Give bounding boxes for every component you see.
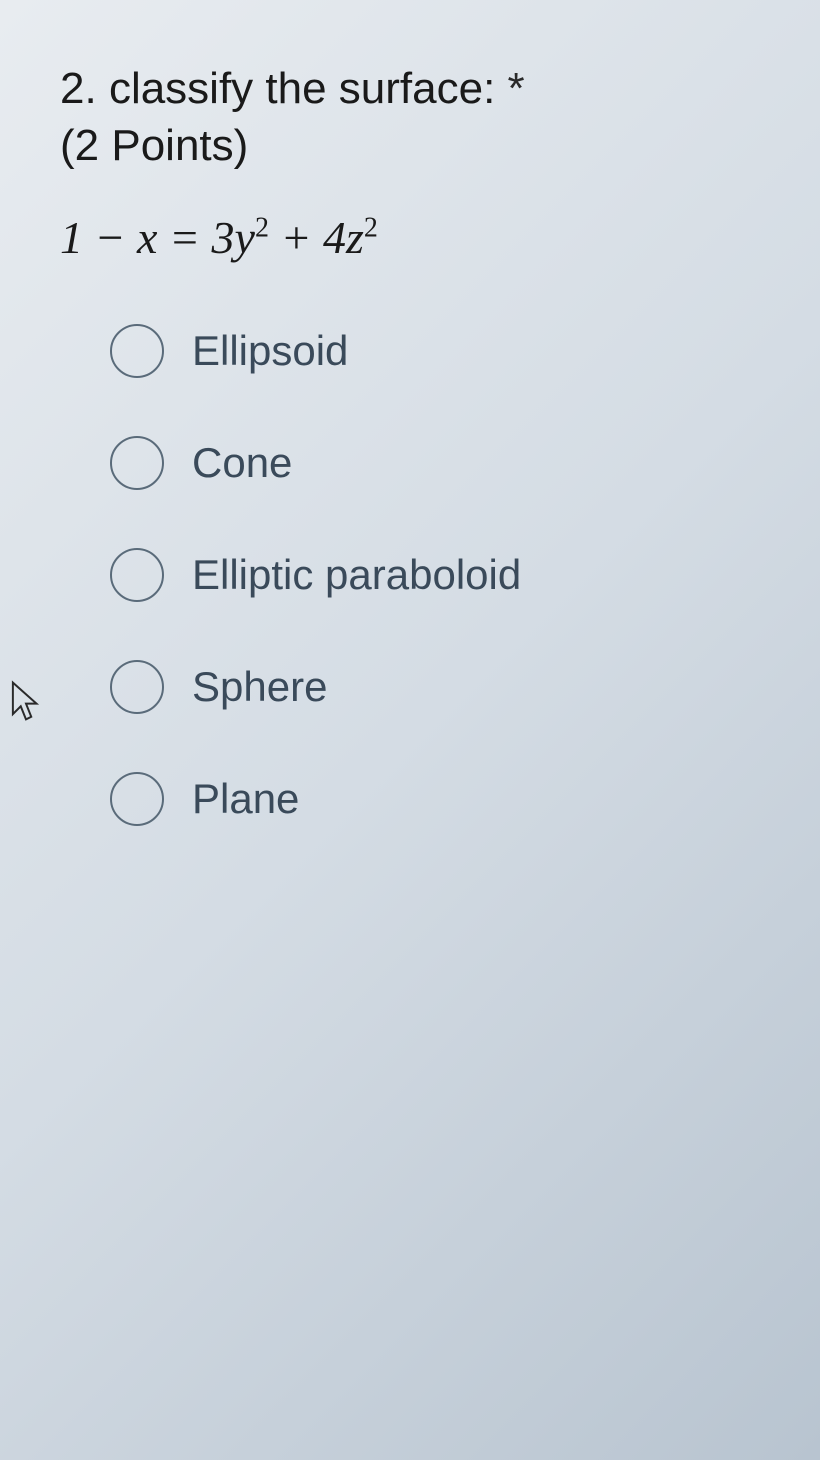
equation: 1 − x = 3y2 + 4z2 [60, 211, 780, 264]
option-cone[interactable]: Cone [110, 436, 780, 490]
cursor-icon [10, 680, 42, 722]
question-points: (2 Points) [60, 121, 780, 171]
required-star: * [508, 64, 525, 113]
option-ellipsoid[interactable]: Ellipsoid [110, 324, 780, 378]
question-title: 2. classify the surface: * [60, 60, 780, 117]
radio-icon[interactable] [110, 436, 164, 490]
question-text: classify the surface: [109, 64, 495, 113]
option-label: Elliptic paraboloid [192, 551, 521, 599]
option-label: Ellipsoid [192, 327, 348, 375]
question-header: 2. classify the surface: * (2 Points) [60, 60, 780, 171]
options-list: Ellipsoid Cone Elliptic paraboloid Spher… [60, 324, 780, 826]
question-number: 2. [60, 64, 97, 113]
option-sphere[interactable]: Sphere [110, 660, 780, 714]
radio-icon[interactable] [110, 324, 164, 378]
option-elliptic-paraboloid[interactable]: Elliptic paraboloid [110, 548, 780, 602]
option-label: Plane [192, 775, 299, 823]
option-label: Cone [192, 439, 292, 487]
option-label: Sphere [192, 663, 327, 711]
option-plane[interactable]: Plane [110, 772, 780, 826]
radio-icon[interactable] [110, 772, 164, 826]
radio-icon[interactable] [110, 548, 164, 602]
radio-icon[interactable] [110, 660, 164, 714]
